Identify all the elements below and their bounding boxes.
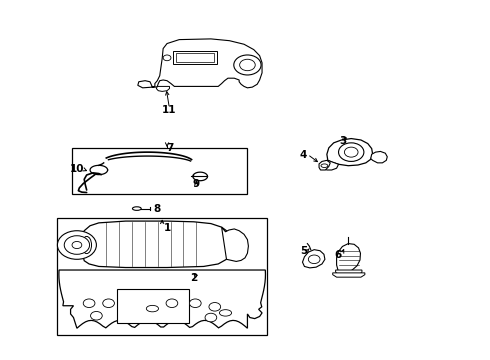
Text: 8: 8 xyxy=(154,204,161,214)
Text: 7: 7 xyxy=(166,143,173,153)
Circle shape xyxy=(166,299,178,307)
Ellipse shape xyxy=(321,164,328,167)
Polygon shape xyxy=(156,86,170,91)
Circle shape xyxy=(344,147,358,157)
Polygon shape xyxy=(322,160,339,170)
Polygon shape xyxy=(333,273,365,277)
Circle shape xyxy=(209,302,221,311)
Bar xyxy=(117,289,190,323)
Ellipse shape xyxy=(82,237,92,253)
Circle shape xyxy=(339,143,364,161)
Polygon shape xyxy=(327,139,373,166)
Bar xyxy=(57,217,267,336)
Ellipse shape xyxy=(220,310,232,316)
Circle shape xyxy=(83,299,95,307)
Circle shape xyxy=(91,311,102,320)
Circle shape xyxy=(234,55,261,75)
Polygon shape xyxy=(371,152,387,163)
Text: 5: 5 xyxy=(300,247,307,256)
Polygon shape xyxy=(221,227,248,261)
Bar xyxy=(173,51,217,64)
Text: 1: 1 xyxy=(164,223,171,233)
Text: 11: 11 xyxy=(162,105,177,115)
Polygon shape xyxy=(336,270,362,275)
Polygon shape xyxy=(82,221,232,267)
Bar xyxy=(176,53,214,62)
Ellipse shape xyxy=(147,305,159,312)
Circle shape xyxy=(240,59,255,71)
Polygon shape xyxy=(59,270,266,328)
Bar xyxy=(72,148,247,194)
Circle shape xyxy=(72,242,82,249)
Text: 2: 2 xyxy=(190,273,197,283)
Circle shape xyxy=(64,236,90,254)
Circle shape xyxy=(190,299,201,307)
Polygon shape xyxy=(302,249,325,268)
Ellipse shape xyxy=(132,207,141,210)
Circle shape xyxy=(163,55,171,61)
Text: 3: 3 xyxy=(339,136,346,146)
Circle shape xyxy=(57,231,97,259)
Circle shape xyxy=(103,299,115,307)
Text: 10: 10 xyxy=(70,164,84,174)
Circle shape xyxy=(308,255,320,264)
Polygon shape xyxy=(319,160,330,170)
Polygon shape xyxy=(138,39,262,88)
Text: 9: 9 xyxy=(193,179,200,189)
Circle shape xyxy=(205,313,217,322)
Text: 4: 4 xyxy=(300,150,307,160)
Polygon shape xyxy=(337,244,361,273)
Text: 6: 6 xyxy=(334,250,341,260)
